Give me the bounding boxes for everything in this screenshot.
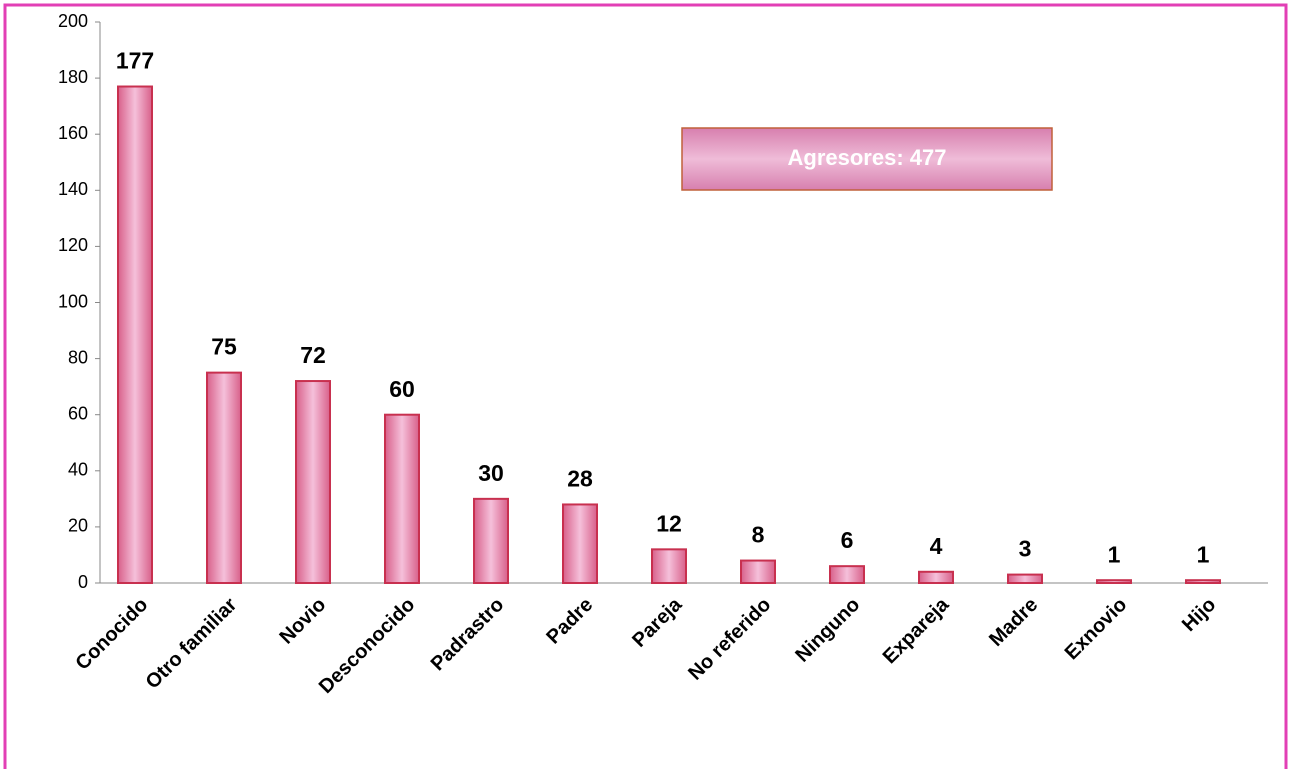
bar (1096, 579, 1132, 585)
y-tick-label: 60 (68, 403, 88, 423)
y-tick-label: 20 (68, 516, 88, 536)
data-label: 60 (389, 376, 415, 402)
x-tick-label: Desconocido (315, 594, 419, 698)
y-tick-label: 0 (78, 572, 88, 592)
annotation: Agresores: 477 (788, 145, 947, 170)
data-label: 177 (116, 48, 154, 74)
data-label: 4 (930, 533, 943, 559)
data-label: 75 (211, 334, 237, 360)
data-label: 8 (752, 522, 765, 548)
annotation-box: Agresores: 477 (681, 127, 1053, 191)
bar (829, 565, 865, 584)
x-tick-label: Ninguno (791, 594, 864, 667)
y-tick-label: 100 (58, 291, 88, 311)
x-tick-label: Expareja (879, 593, 954, 668)
bar (473, 497, 509, 585)
bar (384, 413, 420, 585)
data-label: 3 (1019, 536, 1032, 562)
bar (918, 570, 954, 585)
data-label: 1 (1108, 541, 1121, 567)
bar (295, 380, 331, 585)
x-tick-label: Exnovio (1061, 594, 1132, 665)
data-label: 30 (478, 460, 504, 486)
x-tick-label: Novio (275, 594, 330, 649)
x-tick-label: Conocido (72, 594, 153, 675)
annotation-background (681, 127, 1053, 191)
x-tick-label: Padrastro (427, 594, 509, 676)
x-tick-label: Otro familiar (142, 594, 242, 694)
data-label: 1 (1197, 541, 1210, 567)
bar (1007, 573, 1043, 585)
bar (1185, 579, 1221, 585)
x-tick-label: Pareja (628, 593, 687, 652)
data-label: 28 (567, 466, 593, 492)
y-tick-label: 160 (58, 123, 88, 143)
y-tick-label: 120 (58, 235, 88, 255)
x-tick-label: Madre (985, 594, 1042, 651)
bar (562, 503, 598, 584)
bar (117, 85, 153, 584)
bar (206, 371, 242, 584)
data-label: 72 (300, 342, 326, 368)
y-tick-label: 180 (58, 67, 88, 87)
y-tick-label: 40 (68, 460, 88, 480)
x-tick-label: Hijo (1178, 594, 1220, 636)
y-tick-label: 140 (58, 179, 88, 199)
x-tick-label: Padre (542, 594, 597, 649)
y-tick-label: 200 (58, 11, 88, 31)
bar (651, 548, 687, 585)
frame (3, 3, 1288, 769)
data-label: 6 (841, 527, 854, 553)
bar (740, 559, 776, 584)
y-tick-label: 80 (68, 347, 88, 367)
data-label: 12 (656, 510, 682, 536)
x-tick-label: No referido (684, 594, 775, 685)
